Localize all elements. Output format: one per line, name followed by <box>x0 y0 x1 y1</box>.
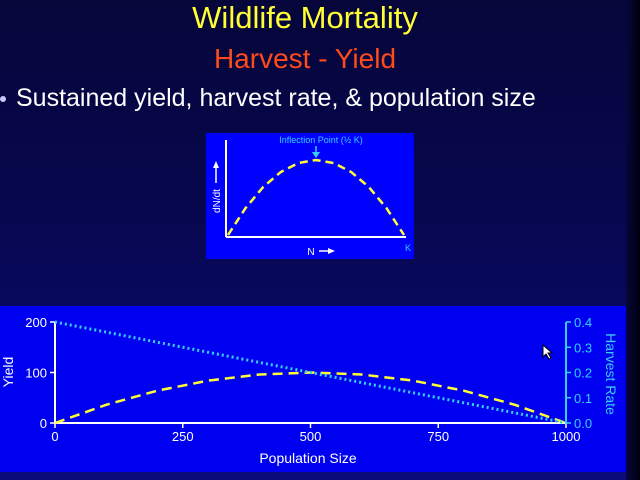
window-edge <box>626 0 640 480</box>
inset-y-label: dN/dt <box>212 189 223 213</box>
y-tick-label: 0 <box>40 416 47 431</box>
y2-tick-label: 0.0 <box>574 416 592 431</box>
inset-x-arrow-icon <box>328 248 335 254</box>
y2-tick-label: 0.1 <box>574 391 592 406</box>
main-chart-background <box>0 306 626 472</box>
inset-chart-background <box>206 133 414 259</box>
x-tick-label: 750 <box>427 429 449 444</box>
mouse-pointer-icon <box>542 344 554 360</box>
inset-x-label: N <box>307 247 314 258</box>
x-tick-label: 0 <box>51 429 58 444</box>
bullet-dot <box>0 96 6 102</box>
inset-growth-curve <box>226 158 406 236</box>
x-tick-label: 1000 <box>552 429 581 444</box>
main-y2-label: Harvest Rate <box>603 333 619 415</box>
slide-subtitle: Harvest - Yield <box>213 43 397 74</box>
main-y-label: Yield <box>0 357 16 388</box>
x-tick-label: 500 <box>300 429 322 444</box>
main-x-label: Population Size <box>259 450 357 466</box>
inset-chart-title: Inflection Point (½ K) <box>279 135 363 145</box>
main-chart: Yield Harvest Rate Population Size 0 250 5… <box>0 306 626 472</box>
y2-tick-label: 0.4 <box>574 315 592 330</box>
bullet-text: Sustained yield, harvest rate, & populat… <box>16 84 536 112</box>
inset-k-label: K <box>405 243 411 253</box>
y-tick-label: 100 <box>25 366 47 381</box>
y2-tick-label: 0.2 <box>574 366 592 381</box>
y-tick-label: 200 <box>25 315 47 330</box>
slide-title: Wildlife Mortality <box>192 0 418 35</box>
inset-y-arrow-icon <box>213 161 219 168</box>
y2-tick-label: 0.3 <box>574 340 592 355</box>
inset-chart: Inflection Point (½ K) dN/dt N K <box>206 133 414 259</box>
inflection-arrow-head-icon <box>312 152 320 158</box>
harvest-rate-line <box>54 320 567 425</box>
x-tick-label: 250 <box>172 429 194 444</box>
